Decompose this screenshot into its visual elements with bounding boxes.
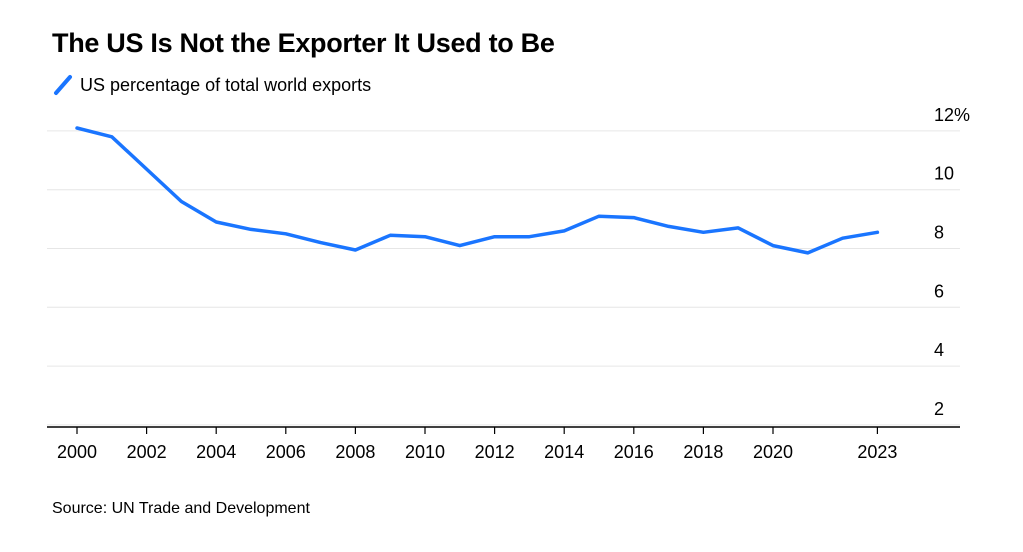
x-tick-label-2016: 2016 [614, 442, 654, 462]
legend-label: US percentage of total world exports [80, 74, 372, 95]
y-tick-label-12: 12% [934, 105, 970, 125]
series-line-0 [75, 126, 880, 255]
x-tick-label-2002: 2002 [127, 442, 167, 462]
y-tick-label-2: 2 [934, 399, 944, 419]
x-tick-label-2020: 2020 [753, 442, 793, 462]
series-layer [75, 126, 880, 255]
x-tick-label-2014: 2014 [544, 442, 584, 462]
legend-line-icon [54, 75, 72, 95]
x-axis-labels: 2000 2002 2004 2006 2008 2010 2012 2014 2016 2018… [57, 442, 897, 462]
x-tick-label-2018: 2018 [683, 442, 723, 462]
y-tick-label-6: 6 [934, 281, 944, 301]
x-axis [47, 426, 960, 434]
grid-layer [47, 130, 960, 426]
y-axis-labels: 2 4 6 8 10 12% [934, 105, 970, 419]
x-tick-label-2023: 2023 [857, 442, 897, 462]
x-tick-label-2000: 2000 [57, 442, 97, 462]
x-tick-label-2006: 2006 [266, 442, 306, 462]
legend: US percentage of total world exports [52, 74, 371, 96]
chart-title: The US Is Not the Exporter It Used to Be [52, 28, 555, 58]
y-tick-label-8: 8 [934, 223, 944, 243]
x-tick-label-2010: 2010 [405, 442, 445, 462]
x-tick-label-2012: 2012 [475, 442, 515, 462]
legend-swatch-line [54, 75, 72, 95]
y-tick-label-10: 10 [934, 164, 954, 184]
x-tick-label-2004: 2004 [196, 442, 236, 462]
source-note: Source: UN Trade and Development [52, 500, 310, 517]
x-tick-label-2008: 2008 [335, 442, 375, 462]
y-tick-label-4: 4 [934, 340, 944, 360]
